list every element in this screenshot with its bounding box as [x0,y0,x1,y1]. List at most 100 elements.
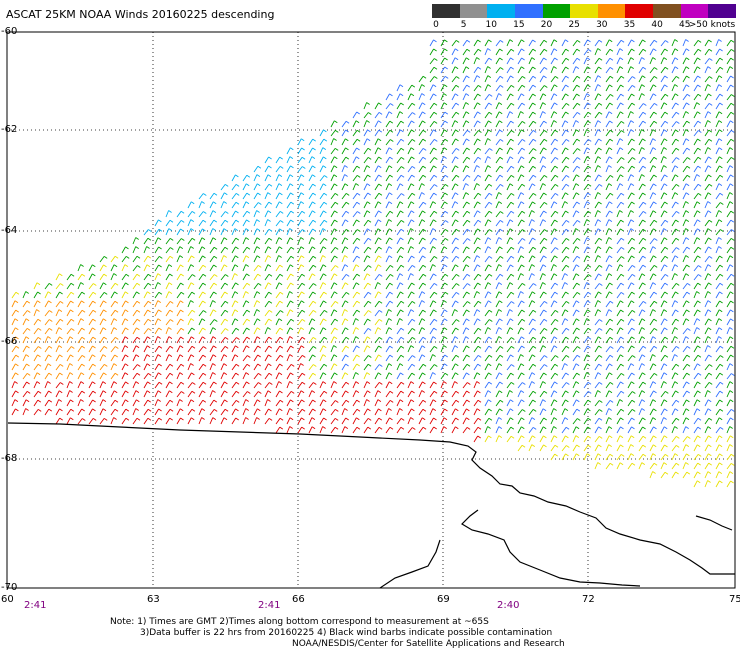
wind-barb [616,336,624,344]
wind-barb [429,76,438,83]
wind-barb [88,264,96,272]
wind-barb [572,220,581,227]
wind-barb [660,391,669,398]
wind-barb [704,264,712,272]
wind-barb [616,192,625,200]
wind-barb [33,282,41,290]
wind-barb [495,426,503,434]
wind-barb [550,264,557,272]
wind-barb [671,346,680,353]
wind-barb [561,273,568,281]
wind-barb [638,228,647,236]
wind-barb [308,364,317,371]
wind-barb [308,246,316,254]
wind-barb [308,372,317,380]
wind-barb [726,39,735,47]
wind-barb [242,255,250,263]
wind-barb [561,175,570,182]
wind-barb [528,102,536,110]
wind-barb [176,354,184,362]
wind-barb [660,156,667,164]
longitude-label: 66 [292,594,305,605]
wind-barb [308,408,316,416]
wind-barb [682,372,690,380]
wind-barb [286,300,294,308]
wind-barb [583,237,591,245]
wind-barb [638,354,646,362]
wind-barb [528,399,536,407]
wind-barb [154,390,162,398]
wind-barb [440,57,448,65]
wind-barb [198,346,207,353]
wind-barb [231,255,239,263]
wind-barb [484,300,492,308]
wind-barb [484,336,492,344]
wind-barb [407,390,415,398]
wind-barb [77,300,85,308]
wind-barb [693,201,701,209]
wind-barb [473,210,481,218]
wind-barb [99,300,107,308]
wind-barb [66,309,74,317]
wind-barb [264,183,273,191]
wind-barb [209,372,216,380]
wind-barb [517,417,525,425]
wind-barb [605,318,614,326]
wind-barb [209,291,217,299]
wind-barb [341,372,349,380]
wind-barb [473,273,482,281]
wind-barb [352,129,361,137]
wind-barb [682,246,691,254]
wind-barb [484,138,491,146]
wind-barb [495,354,504,362]
wind-barb [671,381,679,389]
wind-barb [726,147,734,155]
wind-barb [561,39,569,47]
wind-barb [264,210,272,218]
wind-barb [440,336,448,344]
wind-barb [616,354,624,362]
wind-barb [319,300,327,308]
wind-barb [506,346,515,353]
legend-swatch [514,4,543,18]
wind-barb [319,238,328,245]
wind-barb [583,255,591,263]
wind-barb [440,165,448,173]
wind-barb [176,273,184,281]
wind-barb [242,391,251,398]
wind-barb [429,364,438,371]
wind-barb [572,435,580,443]
latitude-label: -64 [1,225,18,236]
wind-barb [319,363,328,371]
wind-barb [473,130,482,137]
wind-barb [649,238,658,245]
wind-barb [264,237,273,245]
wind-barb [517,57,525,65]
wind-barb [539,175,548,182]
wind-barb [561,75,569,83]
wind-barb [462,165,470,173]
wind-barb [594,219,602,227]
wind-barb [363,192,371,200]
wind-barb [242,399,249,407]
wind-barb [451,138,459,146]
wind-barb [319,399,327,407]
wind-barb [682,318,690,326]
wind-barb [132,255,141,263]
wind-barb [484,229,493,236]
legend-swatch [625,4,654,18]
wind-barb [341,246,349,254]
wind-barb [308,399,316,407]
wind-barb [429,219,437,227]
wind-barb [726,363,734,371]
wind-barb [374,426,383,434]
wind-barb [209,246,218,254]
wind-barb [440,426,447,434]
wind-barb [451,390,460,398]
wind-barb [638,318,646,326]
wind-barb [638,273,646,281]
wind-barb [330,409,339,416]
wind-barb [715,48,723,56]
wind-barb [264,318,272,326]
wind-barb [528,219,535,227]
